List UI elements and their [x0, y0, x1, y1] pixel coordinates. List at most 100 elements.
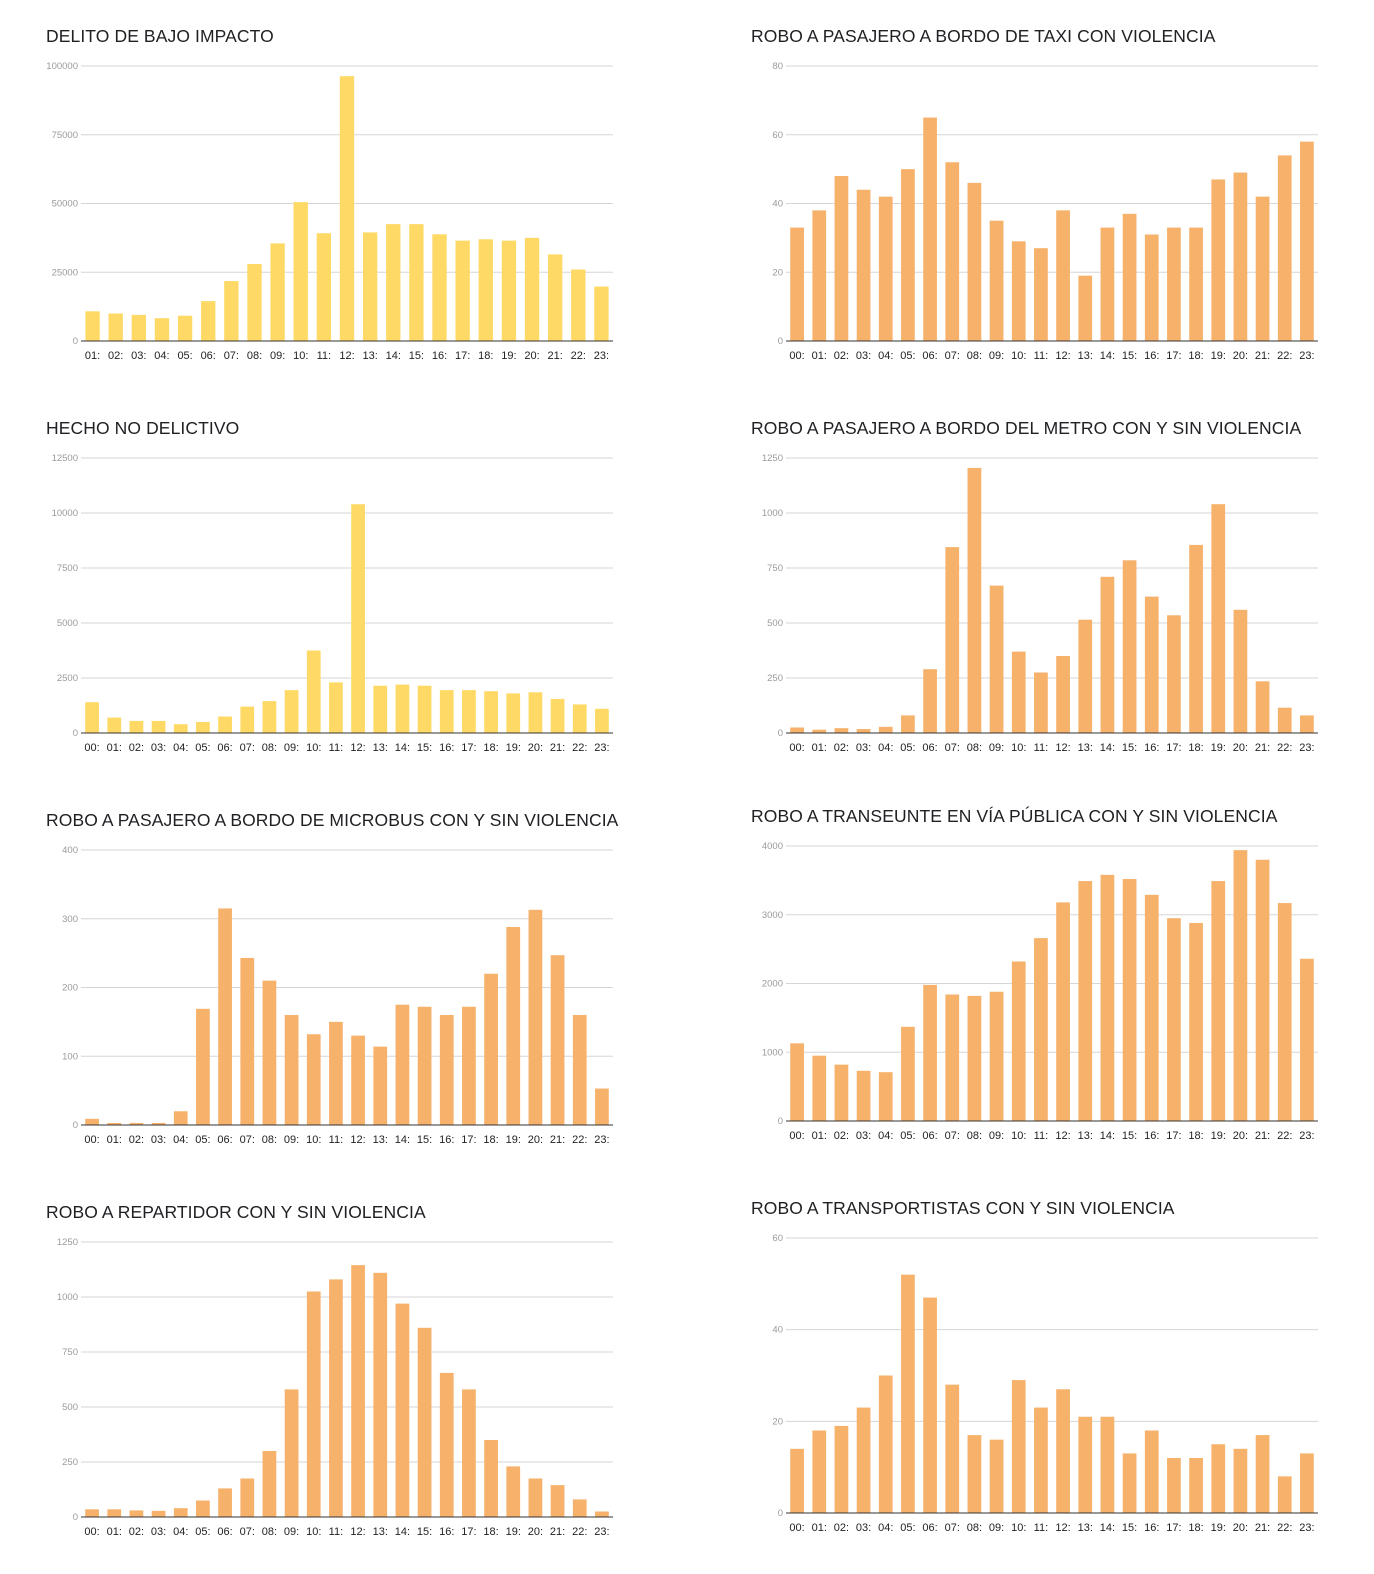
chart-title: ROBO A PASAJERO A BORDO DE TAXI CON VIOL… [751, 26, 1216, 46]
bar [812, 210, 827, 341]
x-tick-label: 05: [900, 742, 915, 754]
bar [528, 909, 543, 1125]
bar [262, 1451, 277, 1517]
x-tick-label: 06: [217, 1134, 232, 1146]
bar [1011, 961, 1026, 1121]
x-tick-label: 12: [1055, 1522, 1070, 1534]
bar [1233, 1448, 1248, 1513]
bar [945, 162, 960, 341]
bar [1300, 958, 1314, 1121]
x-tick-label: 01: [107, 742, 122, 754]
x-tick-label: 08: [262, 1134, 277, 1146]
x-tick-label: 12: [350, 1134, 365, 1146]
y-tick-label: 75000 [52, 130, 78, 141]
x-tick-label: 20: [528, 742, 543, 754]
bar [262, 980, 277, 1125]
x-tick-label: 23: [594, 1134, 609, 1146]
x-tick-label: 19: [506, 1134, 521, 1146]
y-tick-label: 300 [62, 914, 78, 925]
bar [1144, 596, 1159, 733]
x-tick-label: 17: [461, 1134, 476, 1146]
x-tick-label: 10: [306, 742, 321, 754]
x-tick-label: 23: [1299, 1130, 1314, 1142]
bar [1167, 1458, 1181, 1513]
bar [550, 698, 565, 733]
x-tick-label: 00: [789, 1130, 804, 1142]
x-tick-label: 08: [247, 350, 262, 362]
bar [834, 728, 849, 733]
bar [218, 908, 232, 1125]
bar [284, 1389, 299, 1517]
bar [107, 717, 122, 733]
x-tick-label: 11: [329, 742, 343, 754]
x-tick-label: 04: [173, 1134, 188, 1146]
x-tick-label: 10: [1011, 1130, 1026, 1142]
bar [439, 1372, 454, 1517]
x-tick-label: 22: [1277, 1130, 1292, 1142]
x-tick-label: 04: [154, 350, 169, 362]
x-tick-label: 19: [506, 1526, 521, 1538]
x-tick-label: 18: [483, 1526, 498, 1538]
bar [240, 957, 255, 1125]
x-tick-label: 03: [856, 1130, 871, 1142]
y-tick-label: 40 [772, 199, 783, 210]
x-tick-label: 18: [478, 350, 493, 362]
x-tick-label: 03: [856, 1522, 871, 1534]
bar [316, 233, 332, 341]
x-tick-label: 02: [834, 1522, 849, 1534]
x-tick-label: 14: [386, 350, 401, 362]
bar [108, 313, 123, 341]
x-tick-label: 11: [317, 350, 331, 362]
bar [177, 315, 193, 341]
y-tick-label: 100 [62, 1051, 78, 1062]
x-tick-label: 14: [1100, 742, 1115, 754]
bar [395, 1004, 410, 1125]
bar [306, 1291, 321, 1517]
y-tick-label: 20 [772, 1416, 783, 1427]
x-tick-label: 10: [293, 350, 308, 362]
bar [550, 955, 565, 1125]
x-tick-label: 18: [1188, 350, 1203, 362]
x-tick-label: 13: [373, 742, 388, 754]
bar [1034, 938, 1048, 1121]
x-tick-label: 08: [262, 1526, 277, 1538]
bar [1167, 615, 1181, 733]
chart-panel-robo-taxi: ROBO A PASAJERO A BORDO DE TAXI CON VIOL… [751, 26, 1371, 396]
x-tick-label: 18: [483, 742, 498, 754]
bar [129, 1510, 144, 1517]
y-tick-label: 1000 [57, 1292, 78, 1303]
x-tick-label: 20: [1233, 742, 1248, 754]
x-tick-label: 17: [461, 742, 476, 754]
x-tick-label: 05: [900, 1130, 915, 1142]
bar [1189, 1458, 1203, 1513]
x-tick-label: 15: [417, 1526, 432, 1538]
bar [945, 994, 960, 1121]
x-tick-label: 07: [945, 1130, 960, 1142]
bar [107, 1509, 122, 1517]
x-tick-label: 07: [240, 742, 255, 754]
x-tick-label: 15: [417, 1134, 432, 1146]
bar [1189, 227, 1203, 341]
x-tick-label: 03: [151, 1526, 166, 1538]
bar [572, 1499, 587, 1517]
bar [1144, 894, 1159, 1121]
x-tick-label: 23: [1299, 742, 1314, 754]
bar-chart-delito-bajo-impacto: 0 25000 50000 75000 100000 01: 02: 03: 04: 05: 06:… [46, 61, 613, 362]
bar [1078, 881, 1093, 1121]
bar [1100, 227, 1115, 341]
y-tick-label: 0 [73, 1120, 78, 1131]
bar [923, 117, 937, 341]
x-tick-label: 10: [306, 1526, 321, 1538]
x-tick-label: 01: [107, 1134, 122, 1146]
chart-panel-robo-microbus: ROBO A PASAJERO A BORDO DE MICROBUS CON … [46, 810, 666, 1180]
bar [548, 254, 563, 341]
x-tick-label: 22: [572, 1134, 587, 1146]
bar [129, 720, 144, 733]
x-tick-label: 12: [1055, 1130, 1070, 1142]
x-tick-label: 02: [129, 742, 144, 754]
x-tick-label: 22: [572, 742, 587, 754]
x-tick-label: 10: [1011, 350, 1026, 362]
x-tick-label: 01: [812, 742, 827, 754]
bar [247, 264, 262, 341]
